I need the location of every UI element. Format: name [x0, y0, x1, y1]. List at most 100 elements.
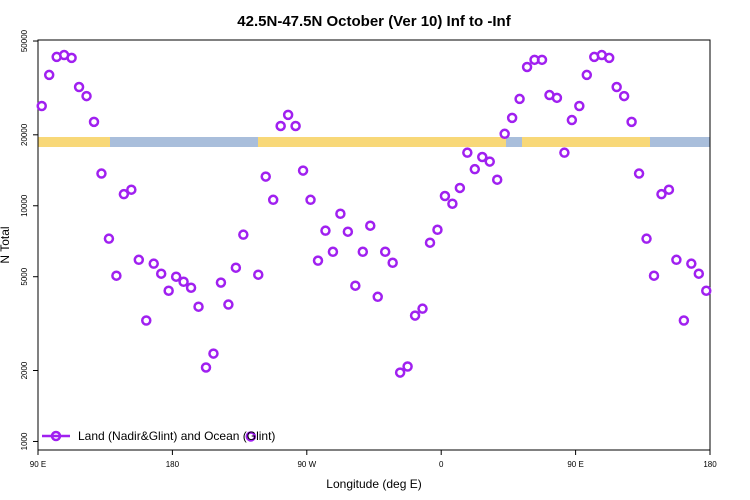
point — [469, 163, 481, 175]
point — [521, 61, 533, 73]
point — [141, 315, 152, 326]
x-tick-label: 90 E — [567, 460, 583, 469]
point — [155, 268, 167, 279]
point — [603, 52, 615, 64]
point — [178, 276, 189, 288]
point — [88, 116, 100, 128]
point — [148, 258, 159, 269]
point — [656, 188, 667, 200]
x-tick-label: 0 — [439, 460, 444, 469]
point — [185, 282, 197, 293]
point — [245, 431, 257, 442]
point — [223, 299, 234, 310]
point — [282, 109, 294, 121]
point — [335, 208, 346, 219]
y-tick-label: 20000 — [20, 123, 29, 146]
point — [648, 270, 660, 281]
point — [111, 270, 122, 281]
ocean — [650, 137, 710, 147]
point — [103, 233, 115, 244]
point — [417, 303, 428, 314]
point — [36, 100, 47, 112]
x-tick-label: 180 — [166, 460, 180, 469]
point — [663, 184, 675, 195]
point — [312, 255, 324, 266]
plot-frame — [37, 39, 711, 451]
land — [38, 137, 110, 147]
point — [43, 69, 55, 81]
land — [522, 137, 650, 147]
point — [447, 198, 458, 209]
point — [574, 100, 585, 112]
point — [66, 52, 77, 64]
point — [290, 120, 301, 132]
point — [686, 258, 697, 269]
land — [440, 137, 506, 147]
point — [693, 268, 705, 279]
point — [432, 224, 443, 236]
point — [424, 237, 436, 248]
x-axis-label: Longitude (deg E) — [326, 477, 421, 491]
point — [551, 92, 563, 104]
point — [626, 116, 637, 128]
ocean — [110, 137, 258, 147]
chart-title: 42.5N-47.5N October (Ver 10) Inf to -Inf — [237, 13, 511, 30]
point — [394, 367, 406, 378]
point — [118, 188, 130, 200]
point — [350, 280, 361, 291]
point — [491, 174, 503, 185]
legend-label: Land (Nadir&Glint) and Ocean (Glint) — [78, 429, 275, 443]
point — [439, 190, 451, 202]
point — [96, 168, 107, 179]
point — [409, 310, 421, 321]
point — [514, 93, 525, 105]
point — [701, 285, 712, 296]
land-ocean-strip — [38, 137, 710, 147]
point — [506, 112, 518, 124]
point — [297, 165, 309, 176]
y-tick-label: 5000 — [20, 267, 29, 285]
y-tick-label: 50000 — [20, 29, 29, 52]
point — [126, 184, 137, 195]
x-tick-label: 90 E — [30, 460, 46, 469]
point — [260, 171, 271, 182]
point — [499, 128, 510, 140]
point — [454, 182, 466, 194]
point — [559, 147, 570, 158]
point — [678, 315, 690, 326]
point — [477, 151, 488, 163]
ocean — [506, 137, 522, 147]
point — [357, 246, 369, 258]
x-tick-label: 90 W — [297, 460, 316, 469]
point — [671, 254, 682, 266]
point — [208, 348, 219, 359]
point — [253, 269, 264, 280]
point — [379, 246, 391, 258]
point — [200, 362, 212, 373]
point — [170, 271, 182, 282]
x-tick-label: 180 — [703, 460, 717, 469]
y-tick-label: 2000 — [20, 361, 29, 379]
point — [618, 90, 630, 102]
y-tick-label: 1000 — [20, 432, 29, 450]
point — [320, 225, 331, 236]
point — [305, 194, 316, 206]
point — [133, 254, 145, 266]
point — [402, 361, 413, 372]
point — [267, 194, 279, 206]
point — [163, 285, 174, 296]
y-tick-label: 10000 — [20, 194, 29, 217]
point — [193, 301, 204, 312]
point — [365, 220, 376, 231]
y-axis-label: N Total — [0, 226, 12, 263]
point — [387, 257, 398, 269]
point — [215, 277, 227, 288]
point — [536, 54, 548, 66]
point — [327, 246, 339, 258]
point — [372, 291, 383, 303]
point — [484, 156, 495, 167]
point — [238, 229, 249, 240]
point — [73, 81, 85, 93]
legend-marker — [50, 430, 62, 442]
